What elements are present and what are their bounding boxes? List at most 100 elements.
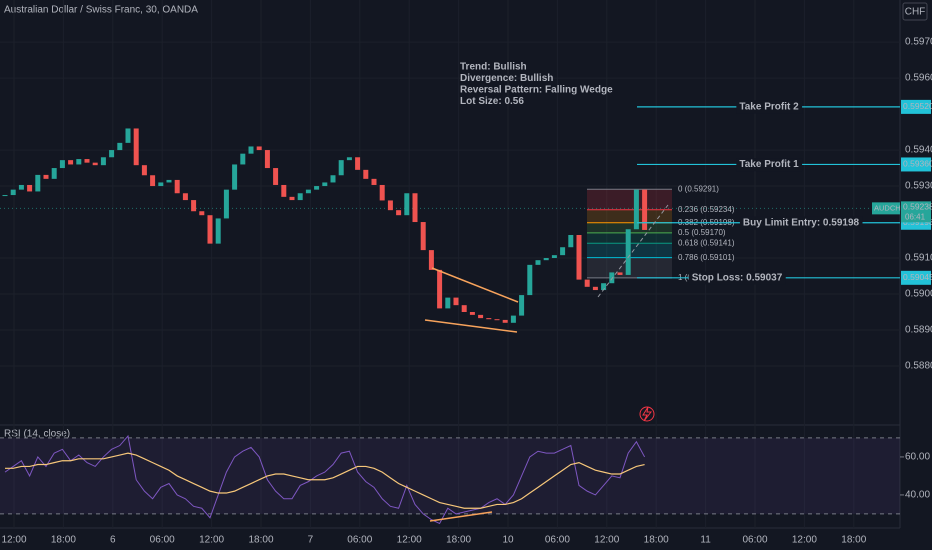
y-tick-label: 0.58900 bbox=[905, 325, 932, 336]
y-tick-label: 0.58800 bbox=[905, 361, 932, 372]
candle bbox=[346, 157, 352, 161]
rsi-title: RSI (14, close) bbox=[4, 429, 70, 440]
candle bbox=[35, 174, 41, 192]
level-label: Take Profit 1 bbox=[739, 159, 799, 170]
candle bbox=[125, 128, 131, 143]
candle bbox=[363, 169, 369, 179]
candle bbox=[551, 255, 557, 259]
y-tick-label: 0.59600 bbox=[905, 73, 932, 84]
x-tick-label: 18:00 bbox=[644, 535, 669, 546]
y-tick-label: 0.59000 bbox=[905, 289, 932, 300]
projection bbox=[597, 204, 669, 298]
fib-label: 0.236 (0.59234) bbox=[678, 205, 735, 214]
candle bbox=[633, 189, 639, 230]
x-tick-label: 06:00 bbox=[347, 535, 372, 546]
candle bbox=[133, 128, 139, 166]
x-tick-label: 18:00 bbox=[446, 535, 471, 546]
x-tick-label: 18:00 bbox=[841, 535, 866, 546]
candle bbox=[51, 168, 57, 179]
candle bbox=[43, 174, 49, 179]
alert-icon[interactable] bbox=[642, 406, 653, 422]
fib-zone bbox=[587, 222, 672, 233]
axis-badge-label: 0.59520 bbox=[903, 101, 932, 111]
x-tick-label: 12:00 bbox=[199, 535, 224, 546]
candle bbox=[453, 297, 459, 306]
annotation-line: Trend: Bullish bbox=[460, 62, 527, 73]
candle bbox=[264, 150, 270, 169]
annotation-line: Divergence: Bullish bbox=[460, 73, 553, 84]
candle bbox=[379, 184, 385, 201]
candle bbox=[371, 178, 377, 185]
candle bbox=[404, 193, 410, 216]
alert-ring[interactable] bbox=[639, 406, 655, 422]
rsi-band bbox=[0, 437, 900, 514]
x-tick-label: 12:00 bbox=[397, 535, 422, 546]
candle bbox=[240, 153, 246, 165]
symbol-label: AUDCHF bbox=[874, 203, 906, 212]
candle bbox=[68, 160, 74, 165]
candle bbox=[150, 175, 156, 187]
candle bbox=[166, 179, 172, 183]
candle bbox=[617, 272, 623, 275]
x-tick-label: 10 bbox=[502, 535, 514, 546]
candle bbox=[141, 165, 147, 176]
axis-badge bbox=[901, 99, 931, 114]
candle bbox=[10, 189, 16, 196]
x-tick-label: 06:00 bbox=[545, 535, 570, 546]
candle bbox=[461, 305, 467, 313]
level-label: Buy Limit Entry: 0.59198 bbox=[743, 217, 860, 228]
wedge-lower bbox=[424, 319, 518, 333]
candle bbox=[305, 189, 311, 194]
candle bbox=[256, 146, 262, 151]
axis-badge-label: 0.59045 bbox=[903, 272, 932, 282]
candle bbox=[215, 218, 221, 244]
candle bbox=[158, 182, 164, 187]
axis-badge bbox=[901, 270, 931, 285]
candle bbox=[174, 179, 180, 194]
annotation-line: Reversal Pattern: Falling Wedge bbox=[460, 85, 613, 96]
candle bbox=[494, 319, 500, 321]
rsi-tick-label: 40.00 bbox=[905, 490, 930, 501]
candle bbox=[59, 160, 65, 169]
candle bbox=[199, 211, 205, 216]
fib-label: 0.618 (0.59141) bbox=[678, 238, 735, 247]
level-label-bg bbox=[736, 158, 803, 172]
y-tick-label: 0.59400 bbox=[905, 145, 932, 156]
candle bbox=[27, 184, 33, 192]
candle bbox=[420, 222, 426, 251]
chart-title: Australian Dollar / Swiss Franc, 30, OAN… bbox=[4, 5, 198, 16]
level-label: Take Profit 2 bbox=[739, 102, 799, 113]
candle bbox=[576, 234, 582, 280]
x-tick-label: 12:00 bbox=[594, 535, 619, 546]
x-tick-label: 6 bbox=[110, 535, 116, 546]
candle bbox=[100, 157, 106, 166]
currency[interactable]: CHF bbox=[905, 7, 926, 18]
x-tick-label: 18:00 bbox=[51, 535, 76, 546]
currency-box[interactable] bbox=[902, 2, 928, 21]
candle bbox=[232, 164, 238, 190]
candle bbox=[338, 160, 344, 176]
candle bbox=[2, 195, 8, 197]
candle bbox=[510, 315, 516, 323]
rsi-line bbox=[4, 434, 646, 525]
candle bbox=[584, 279, 590, 287]
candle bbox=[84, 159, 90, 163]
candle bbox=[322, 182, 328, 187]
candle bbox=[396, 210, 402, 216]
candle bbox=[543, 258, 549, 261]
candle bbox=[248, 146, 254, 154]
price-badge-label: 0.59238 bbox=[903, 202, 932, 212]
level-label-bg bbox=[688, 271, 786, 285]
candle bbox=[289, 196, 295, 201]
candle bbox=[314, 186, 320, 190]
wedge-upper bbox=[431, 267, 519, 303]
candle bbox=[117, 142, 123, 151]
candle bbox=[223, 189, 229, 219]
candle bbox=[428, 250, 434, 270]
candle bbox=[527, 264, 533, 296]
candle bbox=[281, 184, 287, 197]
fib-zone bbox=[587, 189, 672, 210]
annotation-line: Lot Size: 0.56 bbox=[460, 96, 524, 107]
candle bbox=[387, 200, 393, 211]
candle bbox=[191, 200, 197, 212]
